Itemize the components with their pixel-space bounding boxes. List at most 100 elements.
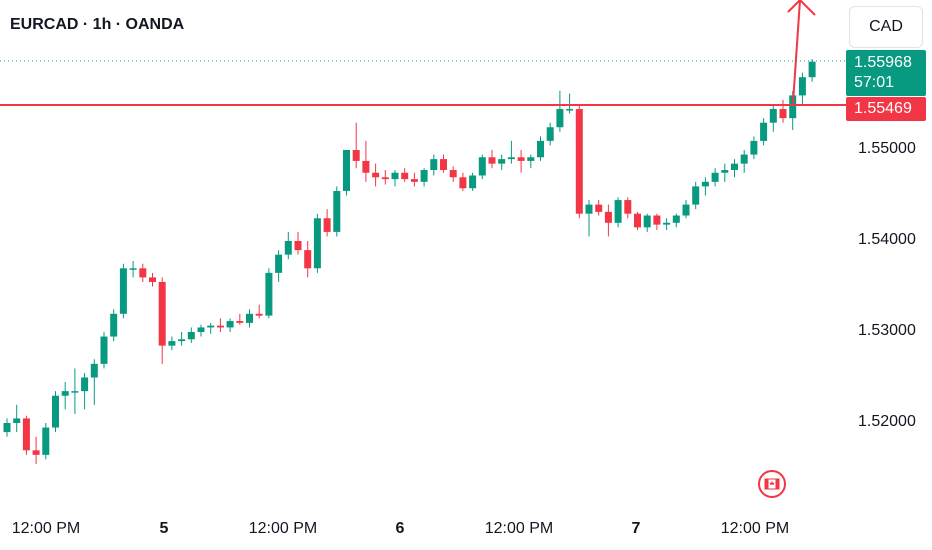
candle-up[interactable] [469,175,477,189]
currency-button[interactable]: CAD [849,6,923,48]
candle-up[interactable] [585,204,593,214]
y-tick-label: 1.54000 [858,231,916,248]
candle-up[interactable] [731,163,738,171]
candle-up[interactable] [90,363,98,378]
candles-group [3,59,816,464]
candle-up[interactable] [333,190,341,232]
candle-down[interactable] [255,313,263,316]
candle-down[interactable] [517,157,525,161]
x-tick-label: 7 [631,520,641,537]
candle-up[interactable] [692,186,700,205]
candle-up[interactable] [566,109,574,111]
candle-down[interactable] [410,179,418,182]
y-tick-label: 1.53000 [858,322,916,339]
candle-down[interactable] [304,250,312,269]
candle-down[interactable] [323,218,331,232]
candle-up[interactable] [701,181,709,187]
candle-up[interactable] [52,395,59,428]
candle-up[interactable] [265,272,273,316]
candle-up[interactable] [789,95,797,119]
candle-up[interactable] [100,336,108,364]
candle-up[interactable] [430,159,438,171]
candle-up[interactable] [119,268,127,314]
candle-down[interactable] [372,172,380,178]
candle-up[interactable] [498,159,506,164]
candle-up[interactable] [537,140,544,158]
candle-up[interactable] [556,109,564,128]
candle-up[interactable] [110,313,118,337]
candle-up[interactable] [3,423,11,433]
candle-down[interactable] [236,321,244,323]
candle-up[interactable] [168,341,176,346]
candle-up[interactable] [178,339,186,342]
candle-up[interactable] [275,254,283,273]
candle-up[interactable] [313,218,321,269]
candle-up[interactable] [614,200,622,223]
candle-up[interactable] [478,157,486,176]
candle-down[interactable] [634,213,641,228]
candle-up[interactable] [769,109,777,123]
candle-down[interactable] [779,109,787,119]
candle-up[interactable] [663,222,671,225]
candle-down[interactable] [139,268,147,278]
candle-down[interactable] [449,170,457,178]
candle-down[interactable] [653,215,661,225]
candle-down[interactable] [440,159,447,171]
canada-flag-icon[interactable] [758,470,786,498]
candle-down[interactable] [401,172,409,180]
candle-down[interactable] [149,277,156,282]
candle-down[interactable] [381,177,389,180]
candle-down[interactable] [352,150,360,161]
candle-up[interactable] [682,204,690,216]
candle-up[interactable] [391,172,399,180]
candle-up[interactable] [750,140,758,155]
candle-down[interactable] [216,325,224,328]
candle-up[interactable] [61,391,69,396]
bar-countdown: 57:01 [854,74,895,91]
candle-up[interactable] [42,427,50,455]
x-tick-label: 5 [159,520,169,537]
candle-down[interactable] [604,211,612,223]
candle-up[interactable] [711,172,719,182]
candle-up[interactable] [343,150,350,191]
y-tick-label: 1.55000 [858,140,916,157]
candle-down[interactable] [294,241,302,251]
candle-up[interactable] [546,127,554,141]
candle-down[interactable] [624,200,632,214]
canada-flag-glyph [764,478,780,490]
candle-up[interactable] [808,61,816,78]
candle-up[interactable] [207,325,215,328]
candle-up[interactable] [643,215,651,228]
candle-down[interactable] [488,157,496,164]
candle-down[interactable] [32,450,40,455]
x-tick-label: 12:00 PM [11,520,81,537]
candle-up[interactable] [71,391,79,393]
candle-up[interactable] [721,170,729,173]
candle-up[interactable] [187,332,195,340]
candle-up[interactable] [197,327,205,332]
candle-down[interactable] [158,281,166,346]
candle-up[interactable] [740,154,748,164]
candle-up[interactable] [226,321,234,328]
candle-up[interactable] [81,377,89,392]
candle-up[interactable] [798,77,806,96]
candle-down[interactable] [575,109,583,214]
candle-up[interactable] [284,241,292,255]
candle-down[interactable] [595,204,603,212]
candle-up[interactable] [129,268,137,270]
candle-down[interactable] [362,160,370,173]
candle-up[interactable] [420,170,428,182]
candle-up[interactable] [760,122,768,141]
up-arrow-icon[interactable] [787,0,816,104]
symbol-title: EURCAD · 1h · OANDA [10,16,185,33]
candle-down[interactable] [22,418,30,451]
last-price-value: 1.55968 [854,54,912,71]
candle-up[interactable] [13,418,21,423]
candle-up[interactable] [246,313,253,323]
candle-up[interactable] [527,157,535,161]
candle-up[interactable] [672,215,680,223]
candle-up[interactable] [507,157,515,160]
x-tick-label: 12:00 PM [720,520,790,537]
candle-down[interactable] [459,177,467,189]
